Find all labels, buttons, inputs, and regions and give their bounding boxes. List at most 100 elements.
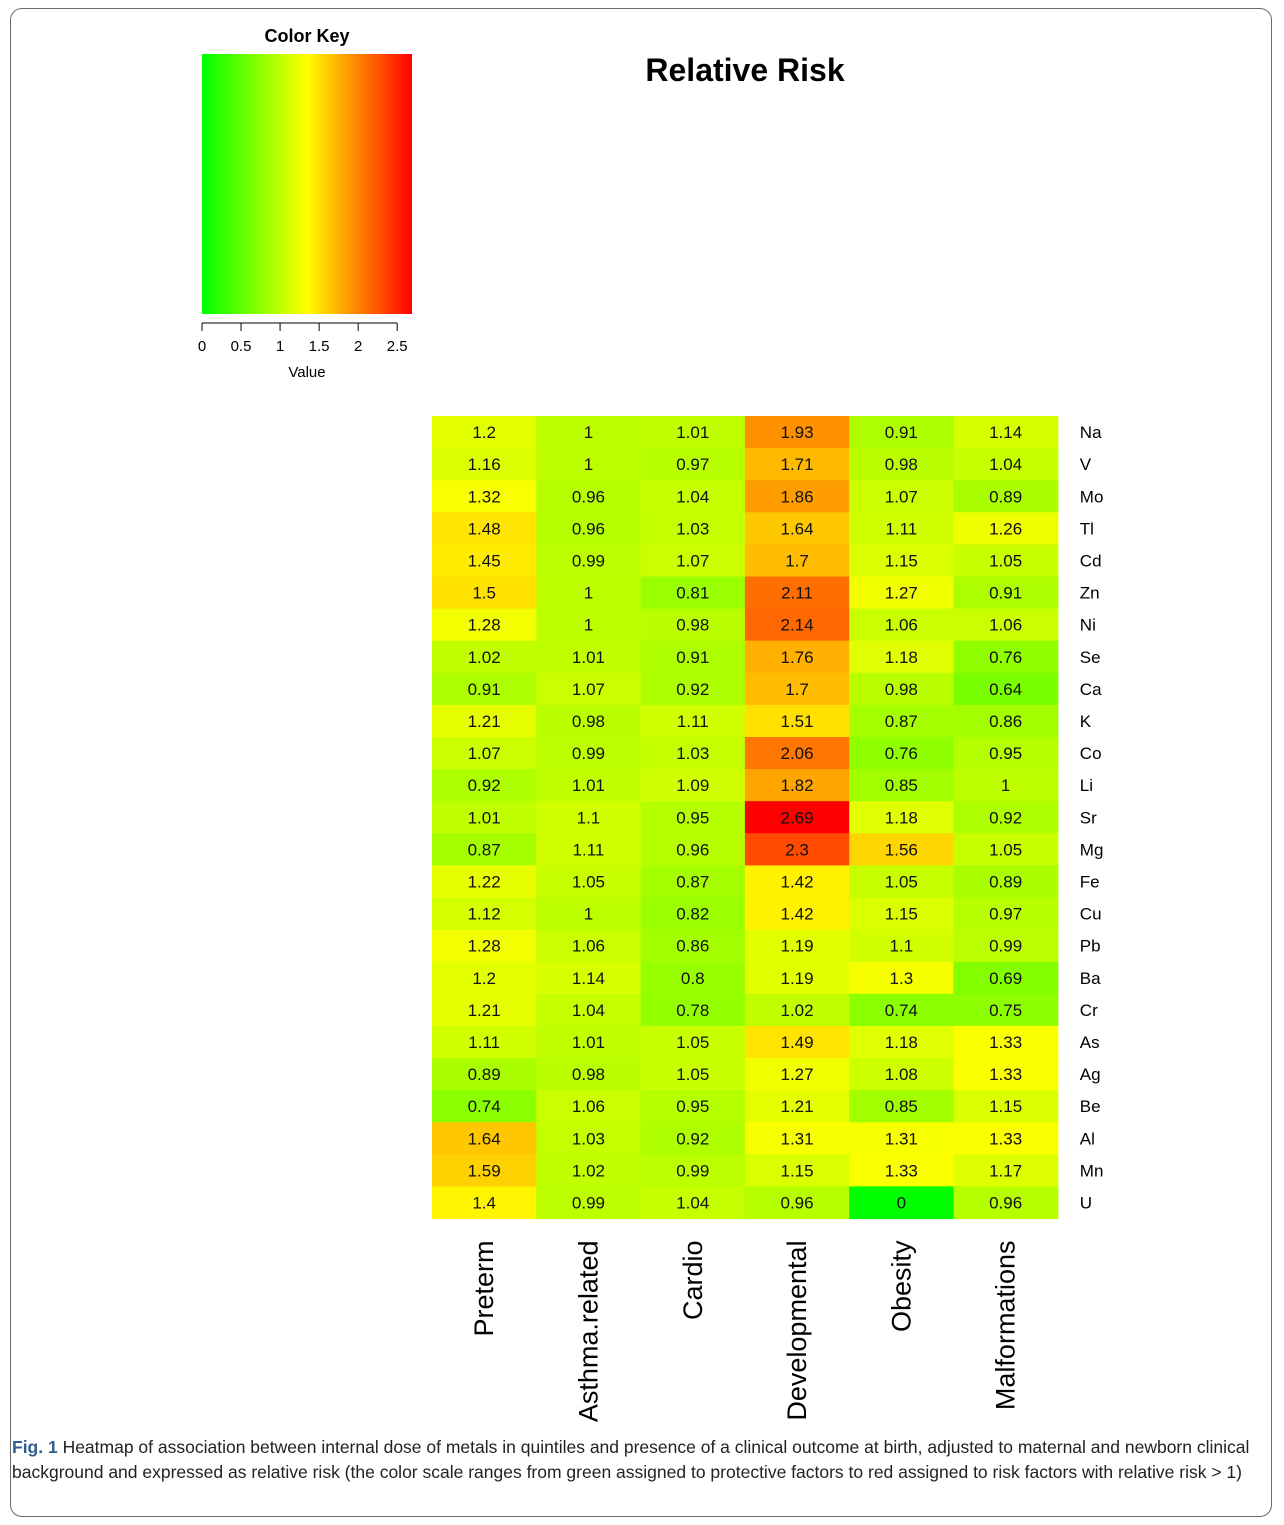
heatmap-cell-label: 0.96 <box>572 487 605 506</box>
heatmap-cell-label: 1.05 <box>885 872 918 891</box>
heatmap-cell-label: 0.76 <box>885 744 918 763</box>
heatmap-cell <box>432 704 537 738</box>
heatmap-cell-label: 0.85 <box>885 1097 918 1116</box>
heatmap-cell <box>849 512 955 545</box>
heatmap-cell <box>953 672 1059 706</box>
heatmap-cell <box>953 865 1059 899</box>
heatmap-cell-label: 1.3 <box>890 969 914 988</box>
heatmap-cell <box>640 1154 746 1187</box>
row-label: As <box>1080 1033 1100 1052</box>
color-key-tick-label: 2 <box>354 338 362 355</box>
heatmap-cell-label: 0.75 <box>989 1001 1022 1020</box>
heatmap-cell-label: 0.92 <box>468 776 501 795</box>
heatmap-cell <box>953 1154 1059 1187</box>
heatmap-cell-label: 0.74 <box>885 1001 918 1020</box>
heatmap-cell <box>744 576 850 610</box>
heatmap-cell <box>432 1154 537 1187</box>
heatmap-cell-label: 1.59 <box>468 1161 501 1180</box>
heatmap-cell-label: 0.99 <box>676 1161 709 1180</box>
heatmap-cell-label: 1.15 <box>989 1097 1022 1116</box>
heatmap-cell-label: 0.91 <box>885 423 918 442</box>
row-label: Ba <box>1080 969 1101 988</box>
heatmap-cell <box>953 1186 1059 1220</box>
heatmap-cell <box>640 1122 746 1155</box>
heatmap-cell-label: 1.02 <box>468 648 501 667</box>
heatmap-cell-label: 0.95 <box>676 808 709 827</box>
heatmap-cell-label: 0.91 <box>676 648 709 667</box>
heatmap-cell <box>953 608 1059 642</box>
heatmap-cell <box>432 448 537 481</box>
heatmap-cell-label: 1.21 <box>468 712 501 731</box>
figure-caption: Fig. 1 Heatmap of association between in… <box>12 1435 1264 1485</box>
heatmap-cell <box>640 704 746 738</box>
heatmap-cell-label: 1.11 <box>573 840 605 859</box>
row-label: Ni <box>1080 616 1096 635</box>
caption-label: Fig. 1 <box>12 1437 58 1457</box>
row-label: Zn <box>1080 584 1100 603</box>
heatmap-cell <box>432 1090 537 1123</box>
heatmap-cell <box>536 576 642 610</box>
heatmap-cell <box>640 448 746 481</box>
heatmap-cell-label: 2.06 <box>781 744 814 763</box>
heatmap-cell-label: 1.2 <box>472 423 496 442</box>
heatmap-cell <box>744 512 850 545</box>
heatmap-cell-label: 1 <box>584 616 593 635</box>
heatmap-cell-label: 0.92 <box>676 680 709 699</box>
column-label: Developmental <box>782 1241 812 1421</box>
heatmap-cell <box>640 897 746 931</box>
heatmap-cell <box>744 1058 850 1091</box>
heatmap-cell <box>640 672 746 706</box>
heatmap-cell <box>432 769 537 802</box>
row-label: Mo <box>1080 487 1104 506</box>
row-label: Al <box>1080 1129 1095 1148</box>
heatmap-cell-label: 1.15 <box>885 905 918 924</box>
heatmap-cell <box>744 833 850 866</box>
column-label: Malformations <box>991 1241 1021 1411</box>
heatmap-cell-label: 0.98 <box>676 616 709 635</box>
heatmap-cell-label: 1.01 <box>676 423 709 442</box>
heatmap-cell-label: 1.05 <box>989 840 1022 859</box>
heatmap-cell <box>640 865 746 899</box>
heatmap-cell <box>953 448 1059 481</box>
heatmap-cell-label: 0.91 <box>989 584 1022 603</box>
heatmap-cell-label: 0.98 <box>885 680 918 699</box>
heatmap-cell-label: 1.17 <box>989 1161 1022 1180</box>
heatmap-cell <box>849 640 955 674</box>
heatmap-cell-label: 1.93 <box>781 423 814 442</box>
heatmap-cell-label: 0.99 <box>572 551 605 570</box>
heatmap-cell-label: 1.64 <box>468 1129 501 1148</box>
heatmap-cell-label: 0.96 <box>989 1193 1022 1212</box>
heatmap-cell <box>849 1025 955 1059</box>
heatmap-cell <box>744 801 850 834</box>
heatmap-cell-label: 2.11 <box>781 584 813 603</box>
heatmap-cell <box>744 1154 850 1187</box>
heatmap-cell <box>536 929 642 963</box>
heatmap-cell <box>744 480 850 513</box>
heatmap-cell-label: 1.86 <box>781 487 814 506</box>
heatmap-cell <box>953 737 1059 770</box>
heatmap-cell-label: 1.19 <box>781 969 814 988</box>
heatmap-cell <box>536 833 642 866</box>
heatmap-cell-label: 0.81 <box>676 584 709 603</box>
heatmap-cell <box>953 993 1059 1027</box>
heatmap-cell <box>744 897 850 931</box>
heatmap-cell-label: 1.18 <box>885 1033 918 1052</box>
heatmap-cell <box>744 608 850 642</box>
color-key-gradient <box>202 54 412 314</box>
heatmap-cell-label: 1.31 <box>885 1129 918 1148</box>
heatmap-cell-label: 1.56 <box>885 840 918 859</box>
heatmap-cell-label: 1.42 <box>781 872 814 891</box>
heatmap-cell <box>640 1186 746 1220</box>
heatmap-cell <box>953 897 1059 931</box>
heatmap-cell <box>640 993 746 1027</box>
heatmap-cell <box>744 448 850 481</box>
column-label: Preterm <box>469 1241 499 1337</box>
heatmap-cell <box>640 608 746 642</box>
heatmap-cell-label: 0.98 <box>572 1065 605 1084</box>
heatmap-cell <box>432 1186 537 1220</box>
heatmap-cell-label: 1.05 <box>676 1033 709 1052</box>
heatmap-cell-label: 0.96 <box>676 840 709 859</box>
heatmap-cell-label: 1.03 <box>676 519 709 538</box>
row-label: Co <box>1080 744 1102 763</box>
heatmap-cell-label: 1.08 <box>885 1065 918 1084</box>
